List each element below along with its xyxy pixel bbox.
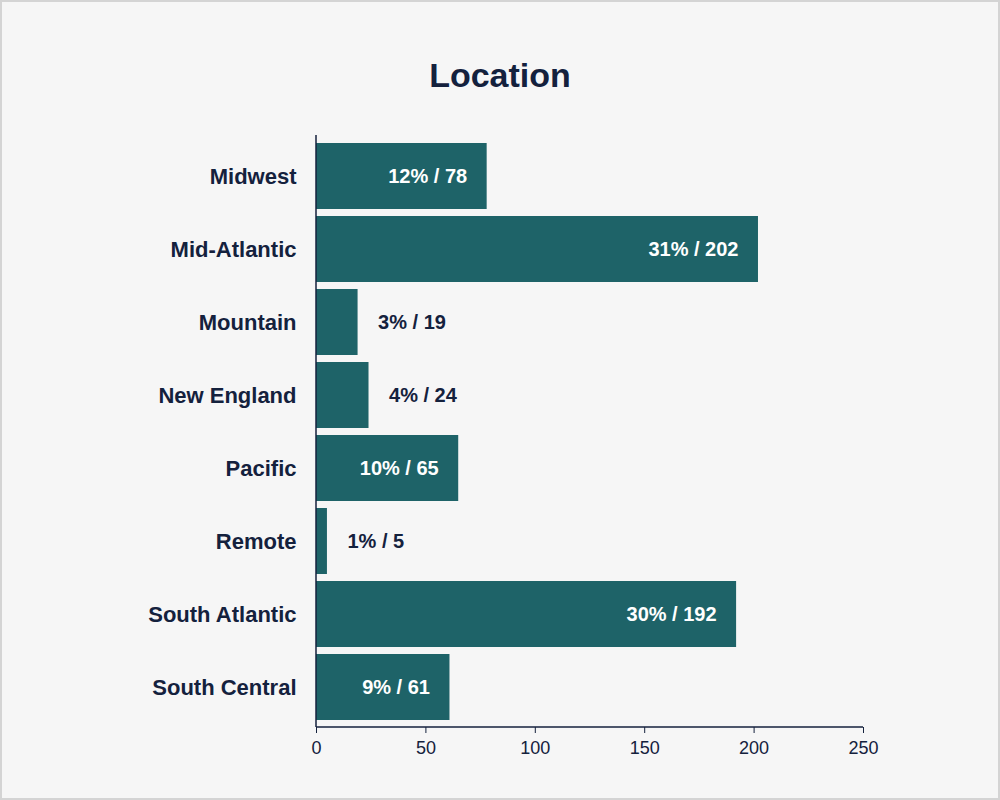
- svg-text:30% / 192: 30% / 192: [627, 603, 717, 625]
- svg-text:4% / 24: 4% / 24: [389, 384, 458, 406]
- svg-text:South Central: South Central: [152, 675, 296, 700]
- svg-text:31% / 202: 31% / 202: [648, 238, 738, 260]
- svg-text:200: 200: [739, 738, 769, 758]
- svg-text:10% / 65: 10% / 65: [360, 457, 439, 479]
- svg-text:Pacific: Pacific: [226, 456, 297, 481]
- svg-text:Remote: Remote: [216, 529, 297, 554]
- svg-text:9% / 61: 9% / 61: [362, 676, 430, 698]
- svg-text:150: 150: [630, 738, 660, 758]
- html-text:Location: Location: [429, 56, 571, 94]
- svg-text:100: 100: [520, 738, 550, 758]
- svg-text:12% / 78: 12% / 78: [388, 165, 467, 187]
- svg-text:South Atlantic: South Atlantic: [148, 602, 296, 627]
- svg-text:New England: New England: [158, 383, 296, 408]
- svg-text:0: 0: [311, 738, 321, 758]
- svg-text:1% / 5: 1% / 5: [347, 530, 404, 552]
- svg-text:3% / 19: 3% / 19: [378, 311, 446, 333]
- svg-text:250: 250: [848, 738, 878, 758]
- svg-text:Mountain: Mountain: [199, 310, 297, 335]
- svg-text:Midwest: Midwest: [210, 164, 297, 189]
- svg-text:50: 50: [416, 738, 436, 758]
- svg-text:Mid-Atlantic: Mid-Atlantic: [171, 237, 297, 262]
